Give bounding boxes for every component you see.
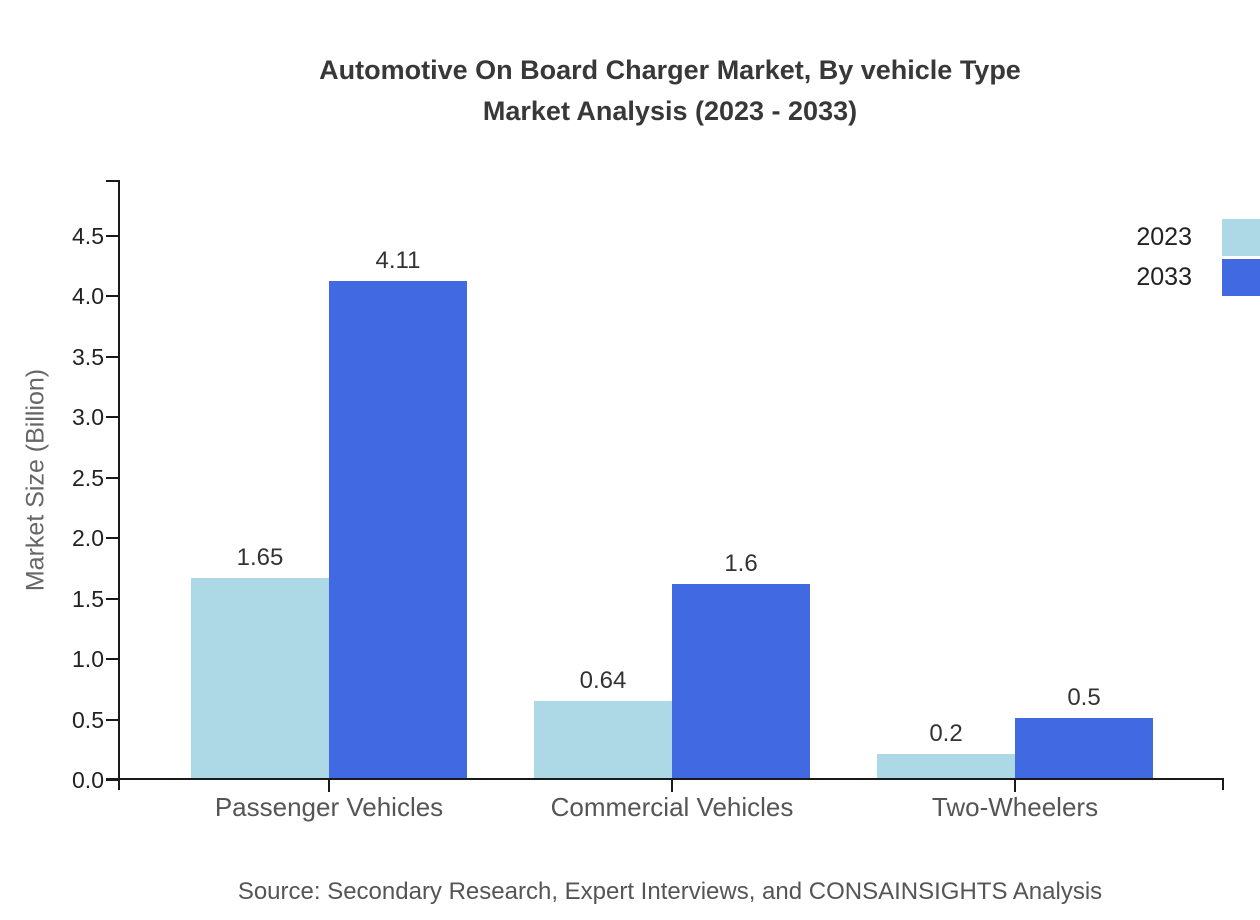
plot-area: 0.0 0.5 1.0 1.5 2.0 2.5 3.0 3.5 4.0 4.5 1.65 4.11… (72, 180, 1224, 822)
y-tick-mark (106, 779, 118, 781)
bar-2033-commercial-vehicles: 1.6 (672, 550, 810, 778)
bar-value-label: 1.65 (236, 544, 284, 572)
y-tick-label: 3.0 (72, 404, 104, 430)
y-tick-mark (106, 718, 118, 721)
bar-2023-commercial-vehicles: 0.64 (534, 667, 672, 778)
bar-2033-passenger-vehicles: 4.11 (329, 247, 467, 778)
y-tick-mark (106, 476, 118, 479)
legend-label-2033: 2033 (1136, 263, 1192, 291)
y-tick-mark (106, 597, 118, 600)
x-tick-mark (1014, 780, 1016, 792)
y-axis-bottom-cap (118, 778, 120, 790)
y-tick-label: 0.0 (72, 767, 104, 793)
legend-item-2033: 2033 (1136, 259, 1260, 296)
bar-2033-two-wheelers: 0.5 (1015, 684, 1153, 778)
bar-value-label: 0.5 (1067, 683, 1101, 711)
bar-value-label: 1.6 (724, 550, 758, 578)
legend-item-2023: 2023 (1136, 219, 1260, 256)
y-tick-label: 2.0 (72, 525, 104, 551)
y-tick-mark (106, 658, 118, 660)
y-tick-label: 0.5 (72, 706, 104, 733)
y-tick-mark (106, 355, 118, 358)
bar-value-label: 4.11 (375, 246, 421, 274)
category-label-commercial-vehicles: Commercial Vehicles (550, 792, 794, 822)
bar-2023-two-wheelers: 0.2 (877, 720, 1015, 778)
y-tick-mark (106, 537, 118, 539)
y-tick-label: 2.5 (72, 464, 104, 491)
y-tick-label: 1.5 (72, 585, 104, 612)
legend: 2023 2033 (1136, 219, 1260, 299)
y-axis-top-cap (106, 180, 118, 182)
x-tick-mark (328, 780, 330, 792)
x-tick-mark (671, 780, 673, 792)
legend-swatch-2033 (1222, 259, 1260, 296)
y-tick-mark (106, 234, 118, 237)
bar-value-label: 0.2 (929, 719, 963, 747)
y-tick-mark (106, 295, 118, 297)
y-tick-mark (106, 416, 118, 418)
category-label-passenger-vehicles: Passenger Vehicles (214, 792, 444, 822)
y-tick-label: 4.0 (72, 283, 104, 309)
legend-swatch-2023 (1222, 219, 1260, 256)
y-tick-label: 3.5 (72, 343, 104, 370)
chart-title-line2: Market Analysis (2023 - 2033) (482, 96, 858, 126)
y-tick-label: 1.0 (72, 646, 104, 672)
chart-title-line1: Automotive On Board Charger Market, By v… (319, 55, 1021, 85)
bar-value-label: 0.64 (579, 666, 627, 694)
legend-label-2023: 2023 (1136, 223, 1192, 251)
category-label-two-wheelers: Two-Wheelers (931, 792, 1099, 822)
source-note: Source: Secondary Research, Expert Inter… (237, 878, 1103, 905)
bar-2023-passenger-vehicles: 1.65 (191, 544, 329, 778)
y-tick-label: 4.5 (72, 222, 104, 249)
x-axis-right-cap (1222, 778, 1224, 790)
chart-title: Automotive On Board Charger Market, By v… (118, 50, 1222, 132)
